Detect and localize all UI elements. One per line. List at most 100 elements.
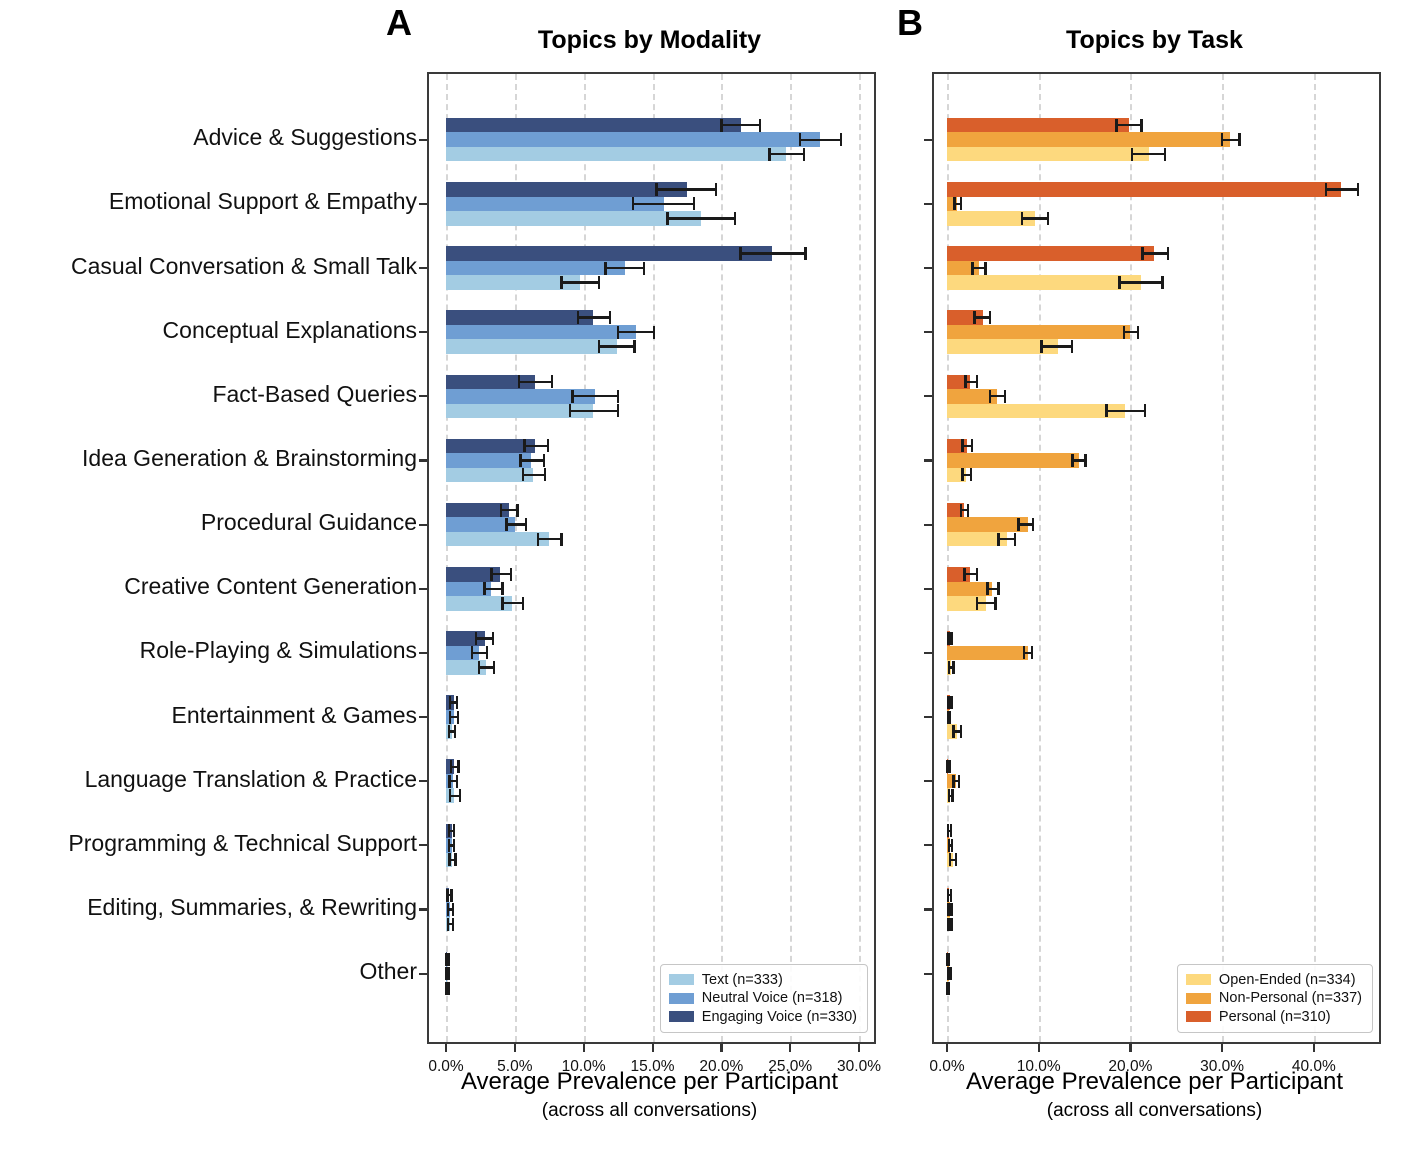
- error-bar-cap: [448, 696, 452, 710]
- category-label: Editing, Summaries, & Rewriting: [87, 894, 417, 920]
- x-axis-sublabel-a: (across all conversations): [541, 1100, 758, 1121]
- error-bar: [948, 794, 953, 797]
- error-bar-cap: [447, 838, 450, 852]
- error-bar-cap: [632, 197, 635, 211]
- error-bar-cap: [1070, 340, 1073, 354]
- y-axis-tick: [924, 587, 932, 590]
- error-bar-cap: [1324, 182, 1327, 196]
- error-bar: [965, 380, 978, 383]
- error-bar-cap: [451, 903, 455, 916]
- error-bar: [447, 893, 452, 897]
- bar-neutral: [446, 196, 664, 212]
- error-bar-cap: [1115, 118, 1118, 132]
- error-bar-cap: [1141, 247, 1144, 260]
- error-bar-cap: [1020, 211, 1024, 225]
- error-bar-cap: [447, 725, 450, 739]
- error-bar-cap: [542, 453, 545, 467]
- y-axis-tick: [924, 202, 932, 205]
- error-bar: [484, 587, 503, 590]
- error-bar-cap: [1131, 147, 1134, 161]
- category-label: Language Translation & Practice: [84, 765, 417, 792]
- bar-neutral: [446, 389, 595, 404]
- panel-b-letter: B: [897, 2, 923, 43]
- error-bar-cap: [608, 311, 612, 325]
- bar-non-personal: [947, 132, 1231, 147]
- error-bar-cap: [616, 325, 620, 339]
- error-bar-cap: [447, 824, 450, 838]
- error-bar-cap: [984, 261, 987, 275]
- error-bar-cap: [966, 503, 970, 517]
- error-bar: [972, 266, 986, 270]
- error-bar-cap: [768, 147, 771, 161]
- category-label: Advice & Suggestions: [193, 124, 417, 151]
- bar-neutral: [446, 517, 515, 532]
- error-bar: [948, 844, 953, 847]
- error-bar: [948, 637, 952, 640]
- error-bar-cap: [949, 967, 952, 981]
- error-bar-cap: [839, 133, 843, 147]
- error-bar-cap: [1040, 340, 1043, 354]
- y-axis-tick: [419, 202, 427, 205]
- error-bar: [538, 537, 562, 541]
- x-axis-label-b: Average Prevalence per Participant: [965, 1068, 1344, 1095]
- error-bar-cap: [963, 567, 966, 581]
- error-bar: [578, 316, 610, 319]
- bar-open-ended: [947, 275, 1142, 290]
- error-bar: [964, 573, 978, 576]
- x-axis-tick: [513, 1044, 517, 1052]
- y-axis-tick: [419, 459, 427, 462]
- error-bar: [450, 715, 458, 719]
- bar-non-personal: [947, 389, 998, 404]
- error-bar: [1222, 138, 1240, 141]
- error-bar: [953, 780, 959, 783]
- x-axis-tick-label: 30.0%: [1200, 1058, 1245, 1075]
- legend-label: Non-Personal (n=337): [1218, 990, 1362, 1007]
- error-bar-cap: [758, 118, 762, 132]
- error-bar: [523, 473, 546, 477]
- legend-item: Personal (n=310): [1185, 1008, 1362, 1027]
- error-bar-cap: [946, 888, 950, 902]
- error-bar-cap: [1356, 182, 1359, 196]
- error-bar: [448, 844, 455, 847]
- error-bar-cap: [455, 774, 459, 788]
- error-bar-cap: [947, 903, 950, 916]
- error-bar-cap: [947, 952, 951, 966]
- error-bar-cap: [994, 596, 997, 610]
- error-bar: [449, 858, 456, 862]
- error-bar: [1024, 651, 1033, 655]
- bar-text: [446, 467, 533, 483]
- error-bar-cap: [448, 774, 451, 788]
- x-axis-tick: [651, 1044, 654, 1052]
- error-bar: [974, 316, 991, 319]
- x-axis-tick-label: 20.0%: [699, 1058, 744, 1075]
- x-axis-tick: [858, 1044, 861, 1052]
- error-bar-cap: [652, 325, 656, 339]
- error-bar-cap: [616, 404, 620, 418]
- legend-label: Personal (n=310): [1218, 1008, 1331, 1025]
- y-axis-tick: [924, 651, 932, 654]
- bar-neutral: [446, 453, 532, 468]
- error-bar: [448, 908, 453, 911]
- error-bar-cap: [950, 696, 953, 710]
- bar-neutral: [446, 132, 821, 147]
- panel-a-title: Topics by Modality: [537, 26, 762, 54]
- error-bar-cap: [1031, 646, 1034, 660]
- error-bar-cap: [976, 567, 979, 581]
- error-bar-cap: [950, 631, 953, 645]
- gridline: [652, 74, 655, 1042]
- error-bar-cap: [1046, 211, 1050, 225]
- error-bar: [1325, 188, 1358, 191]
- error-bar-cap: [950, 917, 953, 931]
- bar-text: [446, 531, 550, 547]
- error-bar-cap: [961, 468, 964, 482]
- error-bar: [491, 573, 511, 576]
- error-bar: [1041, 345, 1072, 348]
- error-bar-cap: [1136, 325, 1139, 339]
- legend-swatch: [1185, 1011, 1211, 1023]
- error-bar-cap: [959, 197, 962, 211]
- error-bar-cap: [457, 760, 460, 774]
- legend-item: Open-Ended (n=334): [1185, 971, 1362, 990]
- category-label: Entertainment & Games: [171, 701, 417, 728]
- error-bar-cap: [947, 838, 951, 852]
- error-bar-cap: [1017, 518, 1020, 532]
